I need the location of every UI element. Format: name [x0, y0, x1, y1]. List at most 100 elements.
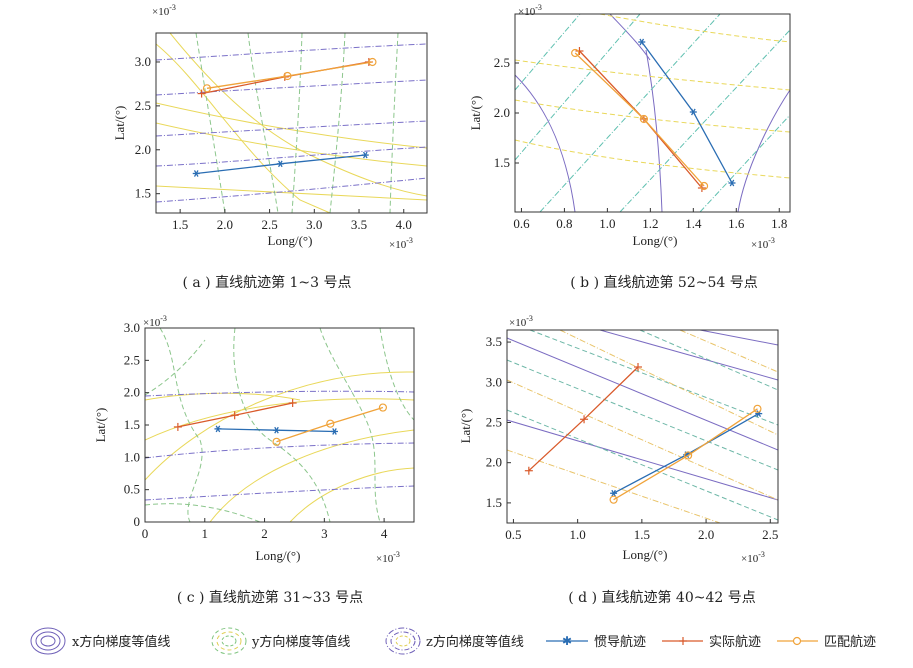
contour-line [559, 330, 778, 436]
contour-line [699, 330, 778, 346]
legend-item-y-contour: y方向梯度等值线 [211, 627, 350, 655]
data-point-plus-marker [575, 47, 584, 55]
x-tick-label: 1.2 [642, 216, 658, 231]
panel-d: 0.5 1.0 1.5 2.0 2.51.52.02.53.03.5 Long/(°) … [458, 314, 779, 606]
data-point-plus-marker [524, 466, 533, 475]
contour-line [145, 339, 206, 396]
data-point-circle-marker [368, 57, 377, 67]
data-point-star-marker [192, 170, 200, 177]
panel-c-caption: ( c ) 直线航迹第 31~33 号点 [177, 589, 363, 606]
data-point-circle-marker [699, 181, 709, 191]
y-tick-label: 2.0 [494, 105, 510, 120]
panel-d-axes: 0.5 1.0 1.5 2.0 2.5 1.5 2.0 2.5 3.0 3.5 [486, 329, 779, 542]
x-tick-label: 1.0 [599, 216, 615, 231]
legend-item-ins-track: ✱ 惯导航迹 [546, 634, 646, 650]
data-point-plus-marker [288, 399, 297, 408]
plot-frame [514, 13, 791, 213]
star-marker-icon: ✱ [562, 634, 572, 648]
y-tick-label: 3.5 [486, 334, 502, 349]
data-point-star-marker [273, 426, 281, 434]
y-tick-label: 3.0 [124, 320, 140, 335]
x-tick-label: 1.5 [172, 217, 188, 232]
contour-line [507, 419, 778, 501]
y-axis-label: Lat/(°) [458, 409, 473, 444]
x-tick-label: 3.5 [351, 217, 367, 232]
data-point-star-marker [728, 179, 736, 187]
data-point-star-marker [330, 428, 338, 435]
contour-line [145, 398, 414, 441]
contour-line [639, 330, 778, 391]
contour-line [679, 330, 778, 373]
panel-a-tracks [192, 57, 377, 177]
contour-line [233, 328, 331, 522]
x-tick-label: 1.5 [634, 527, 650, 542]
panel-a-contours [156, 33, 427, 213]
plot-frame [506, 329, 779, 524]
y-tick-label: 1.5 [124, 417, 140, 432]
y-tick-label: 3.0 [486, 374, 502, 389]
y-tick-label: 0.5 [124, 482, 140, 497]
panel-b-contours [515, 14, 790, 212]
data-point-circle-marker [272, 437, 281, 446]
data-point-star-marker [361, 151, 369, 159]
y-tick-label: 2.5 [494, 55, 510, 70]
y-axis-exponent: ×10-3 [152, 3, 176, 18]
contour-line [145, 392, 301, 401]
x-tick-label: 0 [142, 526, 149, 541]
y-tick-label: 2.5 [124, 352, 140, 367]
legend-label: z方向梯度等值线 [426, 634, 524, 650]
y-tick-label: 2.0 [124, 385, 140, 400]
contour-line [389, 33, 399, 213]
legend-label: 匹配航迹 [824, 634, 876, 650]
data-point-circle-marker [283, 71, 292, 81]
y-axis-exponent: ×10-3 [143, 314, 167, 329]
contour-line [515, 74, 576, 212]
x-tick-label: 1.0 [570, 527, 586, 542]
contour-line [156, 43, 331, 213]
contour-line [156, 102, 427, 149]
y-tick-label: 2.5 [135, 98, 151, 113]
y-axis-label: Lat/(°) [93, 408, 108, 443]
contour-line [515, 59, 790, 91]
x-tick-label: 3.0 [306, 217, 322, 232]
data-point-circle-marker [683, 451, 693, 460]
contour-line [156, 79, 427, 96]
data-point-circle-marker [753, 404, 762, 413]
x-axis-label: Long/(°) [633, 233, 678, 248]
panel-c: 0 1 2 3 4 0 0.5 1.0 1.5 2.0 2.5 3.0 Long/(°) Lat/(°… [93, 314, 415, 606]
panel-c-tracks [173, 399, 388, 446]
y-tick-label: 1.5 [135, 186, 151, 201]
legend-item-z-contour: z方向梯度等值线 [385, 627, 524, 655]
legend-item-x-contour: x方向梯度等值线 [30, 627, 170, 655]
panel-a-caption: ( a ) 直线航迹第 1~3 号点 [182, 274, 351, 291]
x-axis-label: Long/(°) [268, 233, 313, 248]
plot-frame [155, 32, 428, 214]
contour-line [515, 14, 641, 161]
legend-label: 实际航迹 [709, 634, 761, 650]
contour-line [247, 33, 279, 213]
x-tick-label: 2 [261, 526, 268, 541]
data-point-star-marker [610, 489, 618, 497]
data-point-plus-marker [580, 415, 589, 424]
contour-line [507, 449, 721, 523]
contour-line [645, 49, 663, 212]
circle-marker-icon [792, 636, 802, 646]
data-point-plus-marker [697, 184, 706, 192]
contour-line [169, 33, 427, 197]
contour-line [145, 503, 261, 522]
contour-line [156, 122, 427, 167]
contour-line [195, 33, 226, 213]
x-tick-label: 3 [321, 526, 328, 541]
panel-a-axes: 1.5 2.0 2.5 3.0 3.5 4.0 1.5 2.0 2.5 3.0 [135, 32, 428, 232]
contour-line [529, 330, 778, 426]
panel-b: 0.6 0.8 1.0 1.2 1.4 1.6 1.81.52.02.5 Long/(°) … [468, 3, 791, 291]
contour-line [379, 328, 414, 421]
data-point-circle-marker [378, 403, 388, 412]
panel-c-contours [145, 328, 414, 522]
legend-item-matched-track: 匹配航迹 [777, 634, 876, 650]
contour-line [156, 177, 427, 203]
legend-item-actual-track: 实际航迹 [662, 634, 761, 650]
plus-marker-icon [679, 637, 687, 645]
contour-swatch-icon [30, 627, 66, 655]
legend-label: y方向梯度等值线 [251, 634, 350, 650]
